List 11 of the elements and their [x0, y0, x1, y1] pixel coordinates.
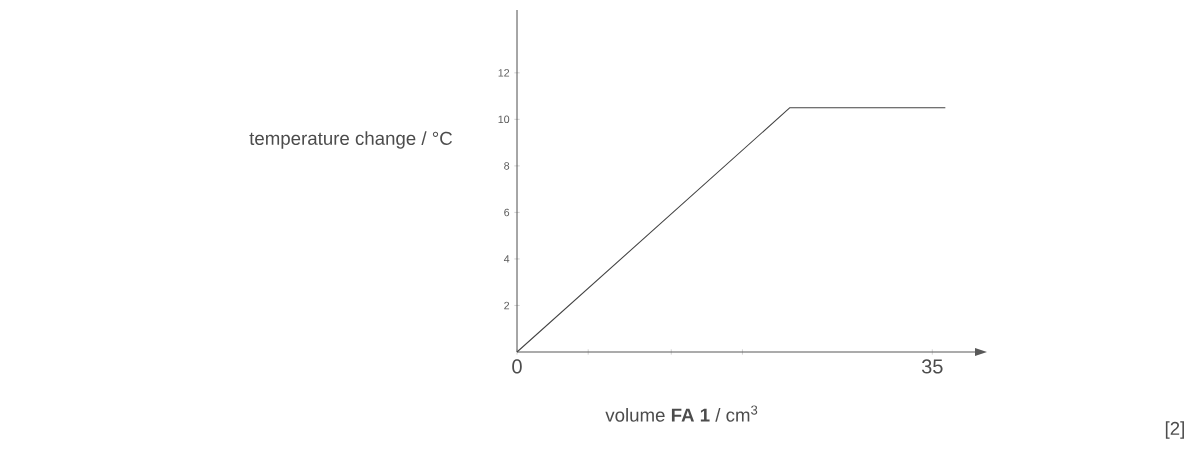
- x-tick-label: 35: [921, 359, 943, 374]
- y-tick-label: 8: [504, 162, 510, 170]
- x-axis-title: volume FA 1 / cm$^{3}$: [605, 405, 758, 422]
- y-tick-label: 6: [504, 208, 510, 217]
- y-axis-title: temperature change / °C: [249, 131, 453, 149]
- text: [2]: [1165, 421, 1184, 439]
- x-tick-label: 0: [512, 359, 522, 374]
- y-tick-label: 10: [498, 115, 510, 124]
- y-tick-label: 2: [504, 301, 510, 310]
- y-tick-label: 12: [498, 69, 510, 77]
- y-tick-label: 4: [503, 255, 510, 263]
